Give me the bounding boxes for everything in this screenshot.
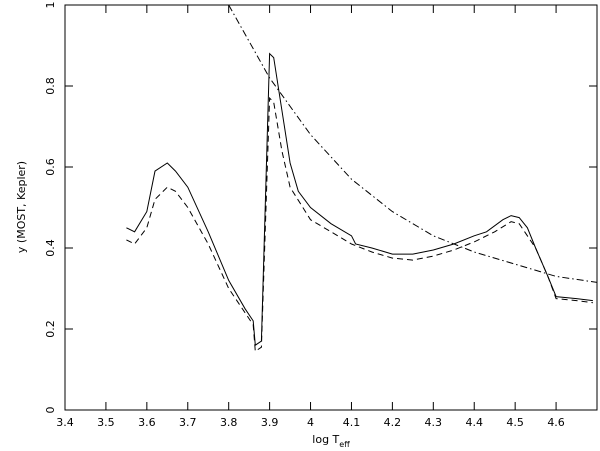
y-axis-label: y (MOST, Kepler) (15, 161, 28, 253)
x-tick-label: 3.5 (97, 416, 115, 429)
y-tick-label: 0.8 (44, 77, 57, 95)
x-tick-label: 4.3 (425, 416, 443, 429)
y-tick-label: 0.4 (44, 239, 57, 257)
x-label-subscript: eff (339, 440, 350, 449)
x-tick-label: 3.6 (138, 416, 156, 429)
x-tick-label: 4.4 (465, 416, 483, 429)
x-tick-label: 3.8 (220, 416, 238, 429)
x-tick-label: 4 (307, 416, 314, 429)
series-line (228, 4, 598, 283)
y-tick-label: 0.2 (44, 320, 57, 338)
series-line (126, 96, 593, 353)
plot-frame (64, 4, 598, 411)
y-tick-label: 0 (44, 407, 57, 414)
x-tick-label: 4.5 (506, 416, 524, 429)
x-tick-label: 4.1 (343, 416, 361, 429)
x-tick-label: 3.4 (56, 416, 74, 429)
x-tick-label: 3.9 (261, 416, 279, 429)
y-tick-label: 0.6 (44, 158, 57, 176)
y-tick-label: 1 (44, 2, 57, 9)
x-axis-label: log Teff (312, 433, 350, 449)
x-label-main: log T (312, 433, 339, 446)
x-tick-label: 3.7 (179, 416, 197, 429)
x-tick-label: 4.2 (384, 416, 402, 429)
x-tick-label: 4.6 (547, 416, 565, 429)
series-line (126, 52, 593, 347)
